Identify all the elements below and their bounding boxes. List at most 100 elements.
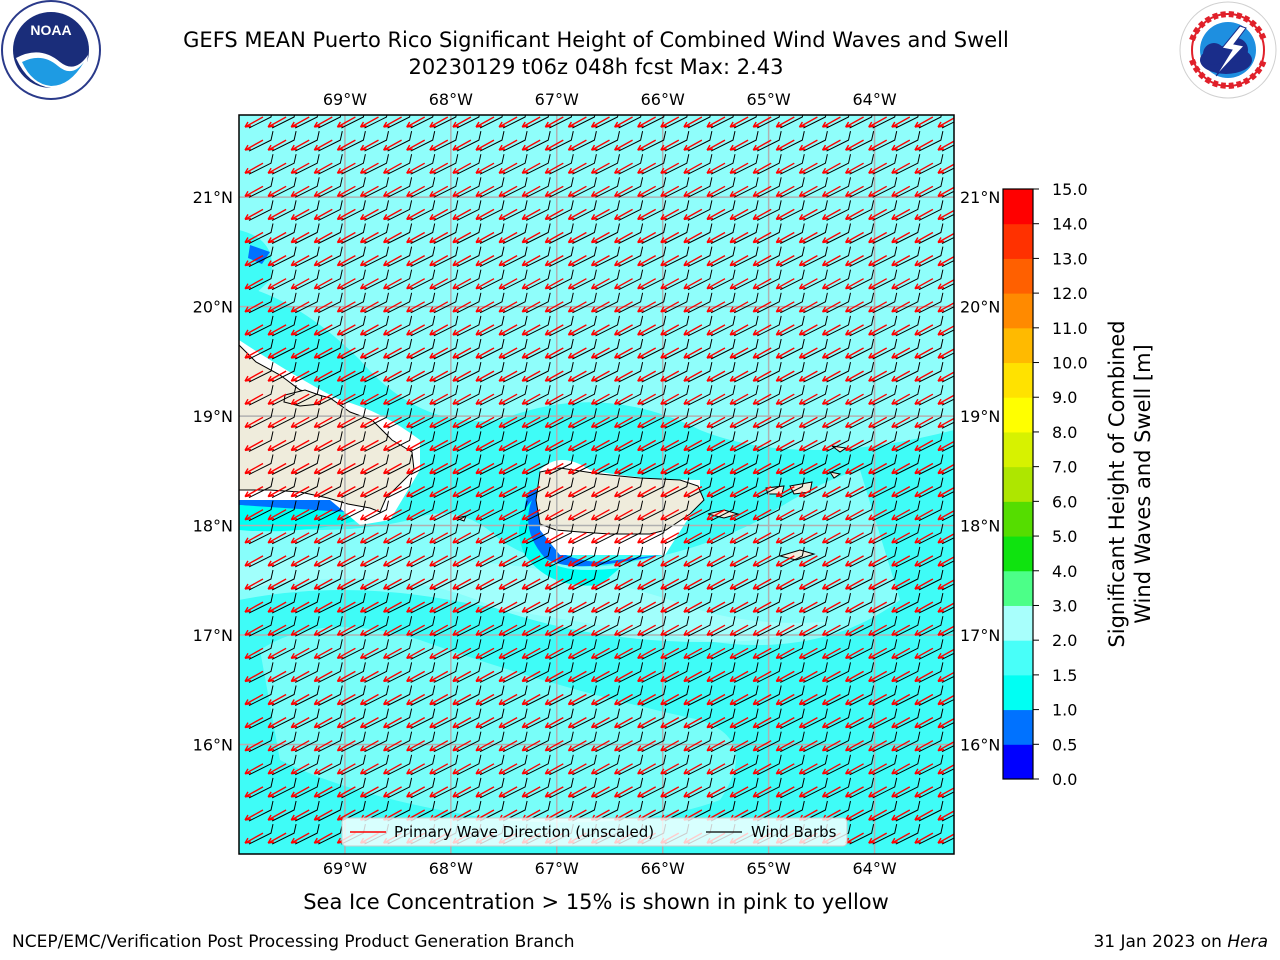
wind-barb xyxy=(595,685,620,706)
wind-barb xyxy=(572,200,597,221)
wind-barb xyxy=(479,592,505,614)
wind-barb xyxy=(364,800,389,822)
wave-direction-arrow xyxy=(798,116,818,128)
wind-barb xyxy=(479,408,505,429)
wave-direction-arrow xyxy=(937,648,954,659)
wave-direction-arrow xyxy=(359,208,379,221)
wind-barb xyxy=(549,616,574,637)
wind-barb xyxy=(341,223,366,244)
wave-direction-arrow xyxy=(498,301,518,313)
wind-barb xyxy=(364,454,389,475)
wave-direction-arrow xyxy=(891,693,911,706)
wave-direction-arrow xyxy=(914,185,934,197)
wind-barb xyxy=(341,685,366,706)
wave-direction-arrow xyxy=(660,647,680,659)
wind-barb xyxy=(410,200,436,221)
wind-barb xyxy=(941,329,954,337)
wave-direction-arrow xyxy=(429,231,449,244)
wind-barb xyxy=(733,546,759,568)
wind-barb xyxy=(687,800,713,822)
wind-barb xyxy=(687,754,713,776)
wave-direction-arrow xyxy=(406,509,426,521)
wind-barb xyxy=(479,177,505,198)
wave-direction-arrow xyxy=(267,370,287,382)
wave-direction-arrow xyxy=(244,347,264,359)
wind-barb xyxy=(294,454,320,475)
wind-barb xyxy=(710,708,736,730)
wave-direction-arrow xyxy=(567,670,587,683)
wave-direction-arrow xyxy=(290,347,310,359)
wave-direction-arrow xyxy=(429,716,449,729)
wind-barb xyxy=(664,800,690,822)
wave-direction-arrow xyxy=(891,670,911,683)
wind-barb xyxy=(849,315,875,337)
wave-direction-arrow xyxy=(613,670,633,683)
wind-barb xyxy=(341,592,366,614)
lat-label-left: 17°N xyxy=(193,626,233,645)
wind-barb xyxy=(756,200,782,221)
wave-direction-arrow xyxy=(775,116,795,128)
wind-barb xyxy=(826,569,851,591)
wave-direction-arrow xyxy=(683,578,703,590)
wave-direction-arrow xyxy=(660,578,680,590)
wind-barb xyxy=(572,616,597,637)
wave-direction-arrow xyxy=(752,555,772,567)
wave-direction-arrow xyxy=(706,462,726,475)
wave-direction-arrow xyxy=(729,416,749,428)
wind-barb xyxy=(595,115,619,129)
wind-barb xyxy=(641,130,667,152)
wave-direction-arrow xyxy=(567,254,587,267)
wave-direction-arrow xyxy=(914,278,934,290)
wind-barb xyxy=(872,662,898,683)
wind-barb xyxy=(803,177,828,198)
wind-barb xyxy=(572,154,597,175)
wind-barb xyxy=(941,629,954,637)
wave-direction-arrow xyxy=(844,393,864,405)
wave-direction-arrow xyxy=(336,231,356,244)
lon-label-bottom: 65°W xyxy=(747,859,791,878)
wind-barb xyxy=(271,315,297,337)
wind-barb xyxy=(294,361,320,383)
legend-barb-label: Wind Barbs xyxy=(751,823,837,841)
wave-direction-arrow xyxy=(521,185,541,197)
wind-barb xyxy=(849,569,875,591)
wind-barb xyxy=(479,154,505,175)
wave-direction-arrow xyxy=(359,416,379,428)
wave-direction-arrow xyxy=(475,370,495,382)
wave-direction-arrow xyxy=(475,647,495,659)
wind-barb xyxy=(918,338,944,360)
wave-direction-arrow xyxy=(798,347,818,359)
wind-barb xyxy=(271,823,297,845)
wind-barb xyxy=(780,385,805,406)
wind-barb xyxy=(872,592,898,614)
wave-direction-arrow xyxy=(637,509,657,521)
wind-barb xyxy=(664,130,690,152)
wind-barb xyxy=(780,338,805,360)
wind-barb xyxy=(318,800,343,822)
wind-barb xyxy=(872,708,898,730)
wave-direction-arrow xyxy=(290,693,310,706)
wave-direction-arrow xyxy=(821,532,841,544)
wave-direction-arrow xyxy=(891,185,911,197)
wind-barb xyxy=(248,777,274,799)
wind-barb xyxy=(803,154,828,175)
wave-direction-arrow xyxy=(844,139,864,151)
wind-barb xyxy=(318,385,343,406)
wind-barb xyxy=(733,662,759,683)
wind-barb xyxy=(595,269,620,291)
wave-direction-arrow xyxy=(359,647,379,659)
wind-barb xyxy=(433,754,459,776)
wind-barb xyxy=(895,754,921,776)
wave-direction-arrow xyxy=(336,555,356,567)
wind-barb xyxy=(525,477,551,499)
wave-direction-arrow xyxy=(452,532,472,544)
wind-barb xyxy=(803,315,828,337)
wave-direction-arrow xyxy=(798,693,818,706)
wind-barb xyxy=(549,115,573,129)
colorbar-tick-label: 13.0 xyxy=(1052,249,1088,268)
wind-barb xyxy=(364,523,389,545)
wave-direction-arrow xyxy=(382,647,402,659)
wave-direction-arrow xyxy=(290,208,310,221)
wave-direction-arrow xyxy=(752,185,772,197)
wind-barb xyxy=(502,592,528,614)
